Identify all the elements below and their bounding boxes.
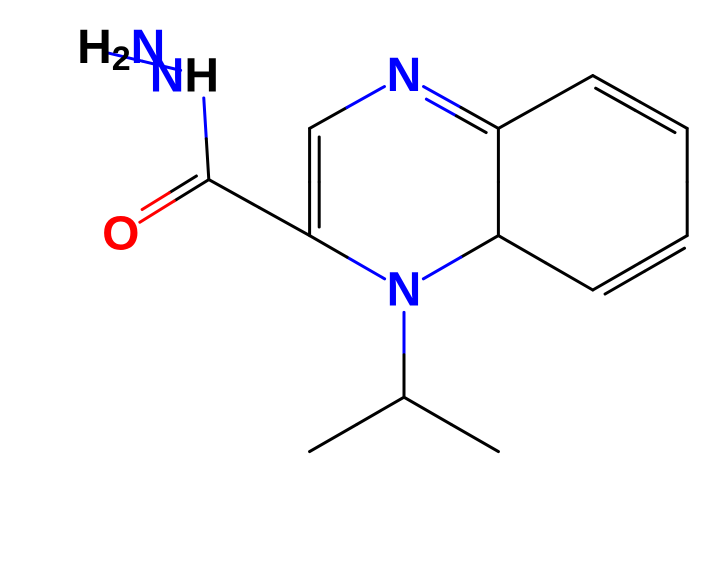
bond xyxy=(310,236,385,279)
bond xyxy=(310,397,404,451)
atom-label-n5: N xyxy=(387,264,422,317)
bond xyxy=(204,98,209,180)
atom-label-n4: N xyxy=(387,49,422,102)
bond xyxy=(209,180,310,236)
bond xyxy=(498,76,592,129)
bond xyxy=(423,236,498,279)
atom-label-nh: NH xyxy=(150,49,219,102)
double-bond xyxy=(424,87,499,133)
bond xyxy=(498,236,592,290)
atom-label-o: O xyxy=(102,208,139,261)
bond xyxy=(310,87,385,129)
bond xyxy=(404,397,498,451)
double-bond xyxy=(140,176,209,222)
double-bond xyxy=(593,236,687,294)
double-bond xyxy=(593,76,687,133)
molecule-canvas: H2NNHONN xyxy=(0,0,712,561)
double-bond xyxy=(310,128,320,235)
